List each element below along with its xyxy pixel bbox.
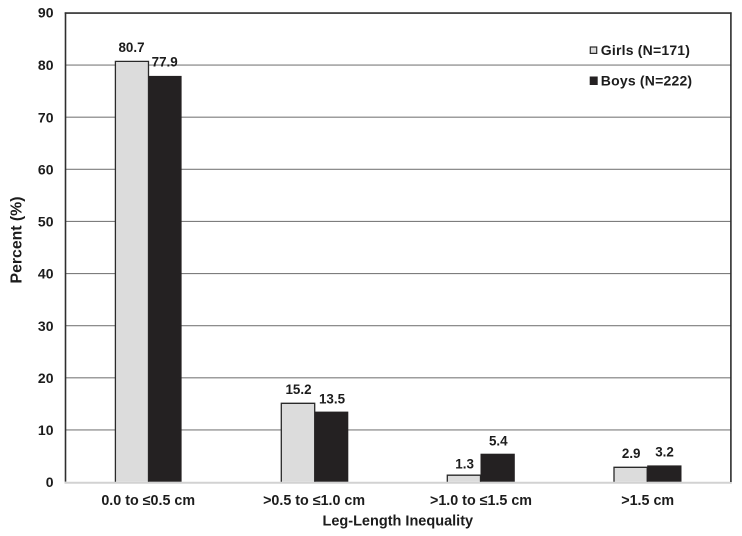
- svg-text:>1.5 cm: >1.5 cm: [621, 493, 674, 509]
- svg-text:40: 40: [38, 266, 54, 282]
- svg-text:80.7: 80.7: [118, 40, 144, 55]
- svg-text:Leg-Length Inequality: Leg-Length Inequality: [322, 514, 473, 530]
- svg-text:0: 0: [46, 474, 54, 490]
- svg-text:30: 30: [38, 318, 54, 334]
- svg-text:Percent (%): Percent (%): [8, 197, 25, 284]
- svg-text:13.5: 13.5: [319, 391, 346, 406]
- svg-text:20: 20: [38, 370, 54, 386]
- svg-text:50: 50: [38, 214, 54, 230]
- svg-text:2.9: 2.9: [622, 446, 641, 461]
- svg-text:3.2: 3.2: [655, 444, 674, 459]
- svg-text:77.9: 77.9: [152, 55, 178, 70]
- svg-text:90: 90: [38, 5, 54, 21]
- svg-text:>1.0 to ≤1.5 cm: >1.0 to ≤1.5 cm: [430, 493, 532, 509]
- svg-text:5.4: 5.4: [489, 434, 508, 449]
- svg-text:80: 80: [38, 57, 54, 73]
- svg-text:60: 60: [38, 161, 54, 177]
- svg-text:Girls (N=171): Girls (N=171): [601, 42, 690, 58]
- svg-text:70: 70: [38, 109, 54, 125]
- svg-text:>0.5 to ≤1.0 cm: >0.5 to ≤1.0 cm: [263, 493, 365, 509]
- svg-text:10: 10: [38, 422, 54, 438]
- svg-text:Boys (N=222): Boys (N=222): [601, 72, 693, 88]
- svg-text:1.3: 1.3: [455, 456, 474, 471]
- svg-text:15.2: 15.2: [285, 382, 311, 397]
- svg-text:0.0 to ≤0.5 cm: 0.0 to ≤0.5 cm: [101, 493, 195, 509]
